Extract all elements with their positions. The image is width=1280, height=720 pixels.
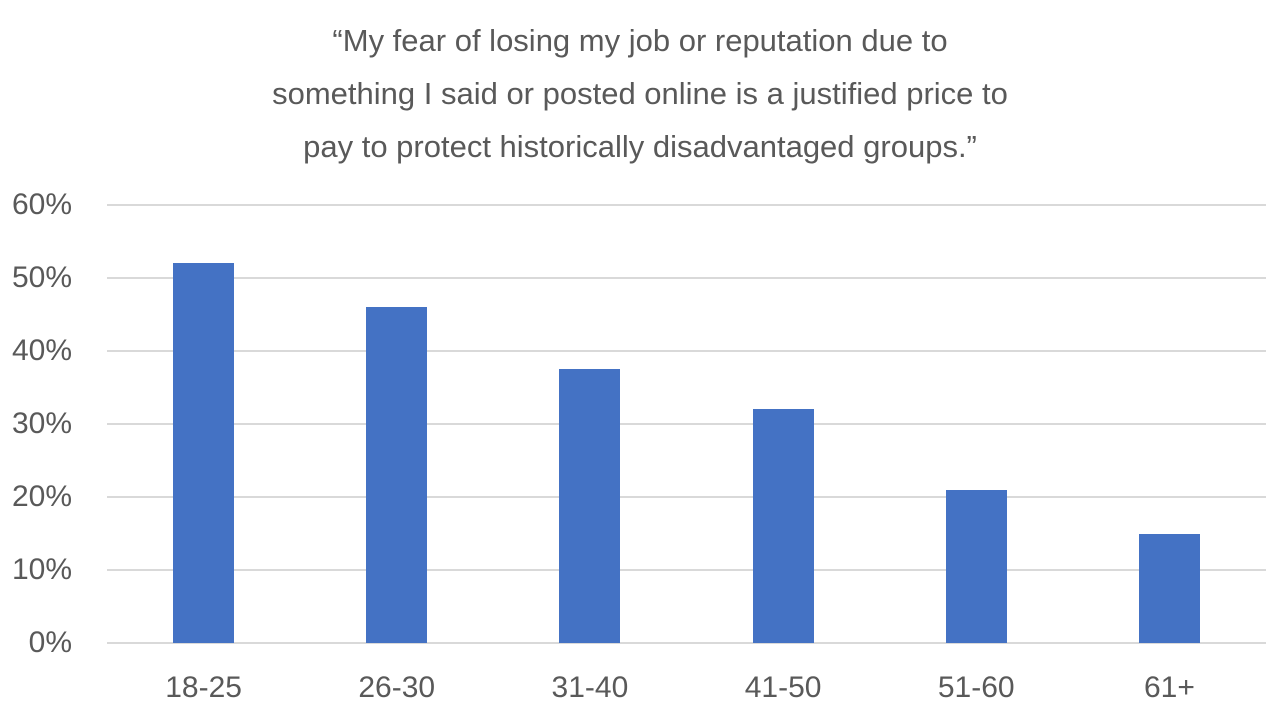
x-axis-label-26-30: 26-30 [358,671,436,704]
y-axis-label-20%: 20% [11,480,72,513]
chart-title-line-3: pay to protect historically disadvantage… [303,129,977,164]
gridline-40% [107,350,1266,352]
gridline-30% [107,423,1266,425]
y-axis-label-10%: 10% [11,553,72,586]
gridline-60% [107,204,1266,206]
y-axis-label-30%: 30% [11,407,72,440]
x-axis-label-18-25: 18-25 [165,671,242,704]
x-axis-label-51-60: 51-60 [937,671,1015,704]
chart-title-line-2: something I said or posted online is a j… [272,76,1008,111]
gridline-0% [107,642,1266,644]
x-axis-label-61+: 61+ [1143,671,1195,704]
x-axis-label-31-40: 31-40 [551,671,629,704]
y-axis-label-40%: 40% [11,334,72,367]
gridline-50% [107,277,1266,279]
plot-area [107,204,1266,644]
bar-41-50 [752,409,814,643]
bar-31-40 [559,369,621,643]
y-axis-label-50%: 50% [11,261,72,294]
y-axis-label-0%: 0% [28,626,72,659]
x-axis-label-41-50: 41-50 [744,671,822,704]
gridline-10% [107,569,1266,571]
gridline-20% [107,496,1266,498]
bar-18-25 [173,263,235,643]
chart-title: “My fear of losing my job or reputation … [0,14,1280,173]
bar-26-30 [366,307,428,643]
bar-61+ [1138,533,1200,643]
y-axis-label-60%: 60% [11,188,72,221]
bar-51-60 [945,489,1007,643]
chart-title-line-1: “My fear of losing my job or reputation … [332,23,948,58]
